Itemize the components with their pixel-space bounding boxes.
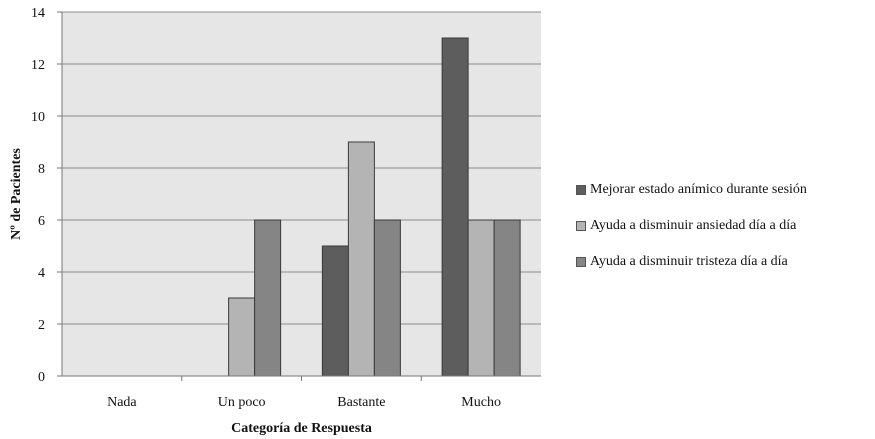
legend-label: Ayuda a disminuir tristeza día a día: [590, 254, 788, 269]
legend-label: Ayuda a disminuir ansiedad día a día: [590, 218, 797, 233]
x-tick-label: Nada: [107, 395, 137, 410]
y-tick-labels: 0 2 4 6 8 10 12 14: [31, 6, 62, 385]
bar: [493, 219, 521, 377]
y-tick-label: 6: [38, 214, 45, 229]
y-tick-label: 4: [38, 266, 45, 281]
bar: [321, 245, 349, 377]
legend-swatch: [576, 257, 586, 267]
y-tick-label: 8: [38, 162, 45, 177]
bar: [228, 297, 256, 377]
y-tick-label: 14: [31, 6, 45, 21]
y-tick-label: 0: [38, 370, 45, 385]
x-axis-title: Categoría de Respuesta: [231, 421, 372, 436]
x-tick-label: Mucho: [461, 395, 501, 410]
y-axis-title: Nº de Pacientes: [9, 148, 24, 240]
x-tick-label: Un poco: [218, 395, 266, 410]
bar: [347, 141, 375, 377]
legend-item: Ayuda a disminuir ansiedad día a día: [576, 216, 807, 236]
legend-label: Mejorar estado anímico durante sesión: [590, 182, 807, 197]
bar: [254, 219, 282, 377]
legend-item: Ayuda a disminuir tristeza día a día: [576, 252, 807, 272]
y-tick-label: 12: [31, 58, 45, 73]
legend-item: Mejorar estado anímico durante sesión: [576, 180, 807, 200]
x-tick-labels: Nada Un poco Bastante Mucho: [107, 376, 501, 410]
legend: Mejorar estado anímico durante sesión Ay…: [576, 180, 807, 288]
y-tick-label: 2: [38, 318, 45, 333]
bar: [441, 37, 469, 377]
y-tick-label: 10: [31, 110, 45, 125]
legend-swatch: [576, 185, 586, 195]
legend-swatch: [576, 221, 586, 231]
bar: [467, 219, 495, 377]
x-tick-label: Bastante: [337, 395, 385, 410]
bar: [373, 219, 401, 377]
